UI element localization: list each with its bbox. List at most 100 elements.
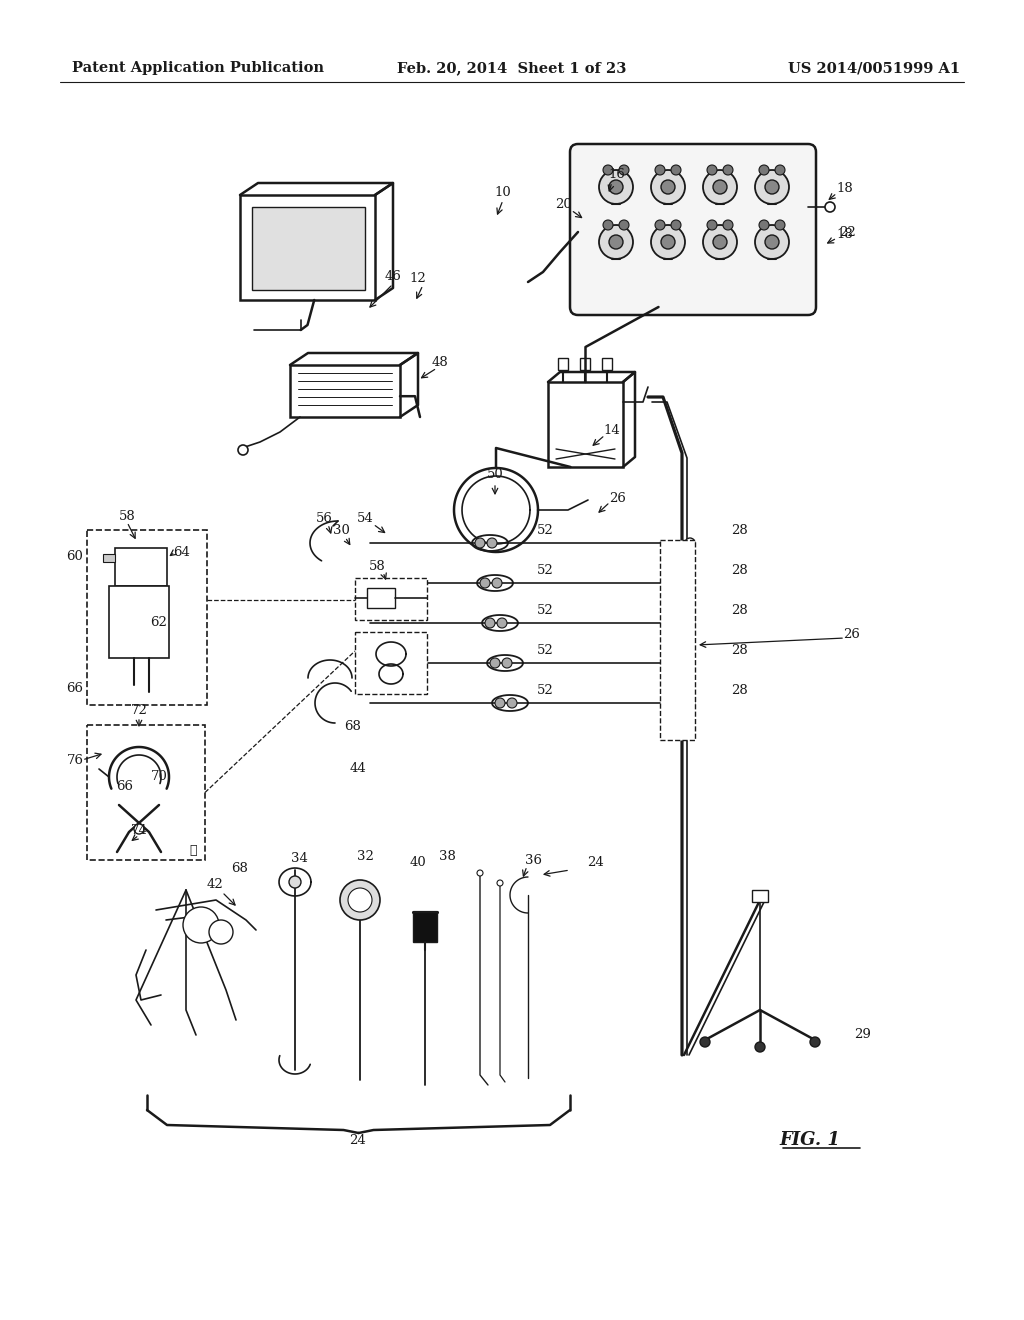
Circle shape [618,220,629,230]
Text: 52: 52 [537,644,553,656]
Text: US 2014/0051999 A1: US 2014/0051999 A1 [787,61,961,75]
Text: 62: 62 [151,615,168,628]
Text: 68: 68 [344,721,361,734]
Circle shape [340,880,380,920]
Circle shape [775,220,785,230]
Text: 74: 74 [131,824,147,837]
Circle shape [810,1038,820,1047]
Text: 28: 28 [731,684,749,697]
Text: 50: 50 [486,469,504,482]
Circle shape [662,180,675,194]
Bar [674,675,690,685]
Circle shape [609,180,623,194]
Bar [558,358,568,370]
Text: 28: 28 [731,564,749,577]
Bar [413,912,437,942]
Text: 64: 64 [173,545,190,558]
Circle shape [759,165,769,176]
Bar [548,381,623,467]
Circle shape [775,165,785,176]
Bar [290,366,400,417]
Text: 40: 40 [410,857,426,870]
Text: 28: 28 [731,603,749,616]
Text: 52: 52 [537,684,553,697]
Bar [103,554,115,562]
Text: 52: 52 [537,524,553,536]
Bar [367,587,395,609]
Text: 58: 58 [369,560,385,573]
Bar [674,554,690,565]
Circle shape [723,165,733,176]
Bar [109,586,169,657]
Text: 38: 38 [438,850,456,863]
Circle shape [765,180,779,194]
FancyBboxPatch shape [570,144,816,315]
Circle shape [662,235,675,249]
Bar [674,595,690,605]
Text: 10: 10 [495,186,511,198]
Circle shape [651,170,685,205]
Circle shape [655,220,665,230]
Text: Feb. 20, 2014  Sheet 1 of 23: Feb. 20, 2014 Sheet 1 of 23 [397,61,627,75]
Bar [752,890,768,902]
Circle shape [671,220,681,230]
Text: 66: 66 [67,681,84,694]
Circle shape [759,220,769,230]
Bar [660,540,695,741]
Text: ⚡: ⚡ [189,843,197,857]
Circle shape [209,920,233,944]
Text: FIG. 1: FIG. 1 [779,1131,841,1148]
Circle shape [134,824,144,834]
Circle shape [685,618,695,628]
Bar [240,195,375,300]
Circle shape [477,870,483,876]
Circle shape [723,220,733,230]
Circle shape [289,876,301,888]
Circle shape [618,165,629,176]
Circle shape [655,165,665,176]
Bar [674,715,690,725]
Circle shape [700,1038,710,1047]
Circle shape [755,224,790,259]
Text: 28: 28 [731,644,749,656]
Circle shape [599,224,633,259]
Text: 29: 29 [855,1028,871,1041]
Text: 44: 44 [349,762,367,775]
Circle shape [707,165,717,176]
Text: 58: 58 [119,510,135,523]
Text: 34: 34 [291,851,307,865]
Circle shape [497,880,503,886]
Circle shape [755,1041,765,1052]
Text: 26: 26 [609,491,627,504]
Text: 46: 46 [385,269,401,282]
Circle shape [685,657,695,668]
Text: 14: 14 [603,424,621,437]
Circle shape [671,165,681,176]
Bar [115,548,167,586]
Text: 76: 76 [67,754,84,767]
Circle shape [707,220,717,230]
Text: 70: 70 [151,771,168,784]
Circle shape [603,165,613,176]
Circle shape [703,170,737,205]
Text: 26: 26 [844,628,860,642]
Circle shape [703,224,737,259]
Text: 24: 24 [587,855,603,869]
Text: 32: 32 [356,850,374,863]
Text: 52: 52 [537,564,553,577]
Circle shape [502,657,512,668]
Circle shape [485,618,495,628]
Circle shape [238,445,248,455]
Circle shape [492,578,502,587]
Circle shape [487,539,497,548]
Text: 56: 56 [315,511,333,524]
Circle shape [685,698,695,708]
Circle shape [495,698,505,708]
Text: 52: 52 [537,603,553,616]
Circle shape [609,235,623,249]
Text: 72: 72 [131,704,147,717]
Circle shape [603,220,613,230]
Text: 20: 20 [556,198,572,211]
Text: 42: 42 [207,879,223,891]
Circle shape [755,170,790,205]
